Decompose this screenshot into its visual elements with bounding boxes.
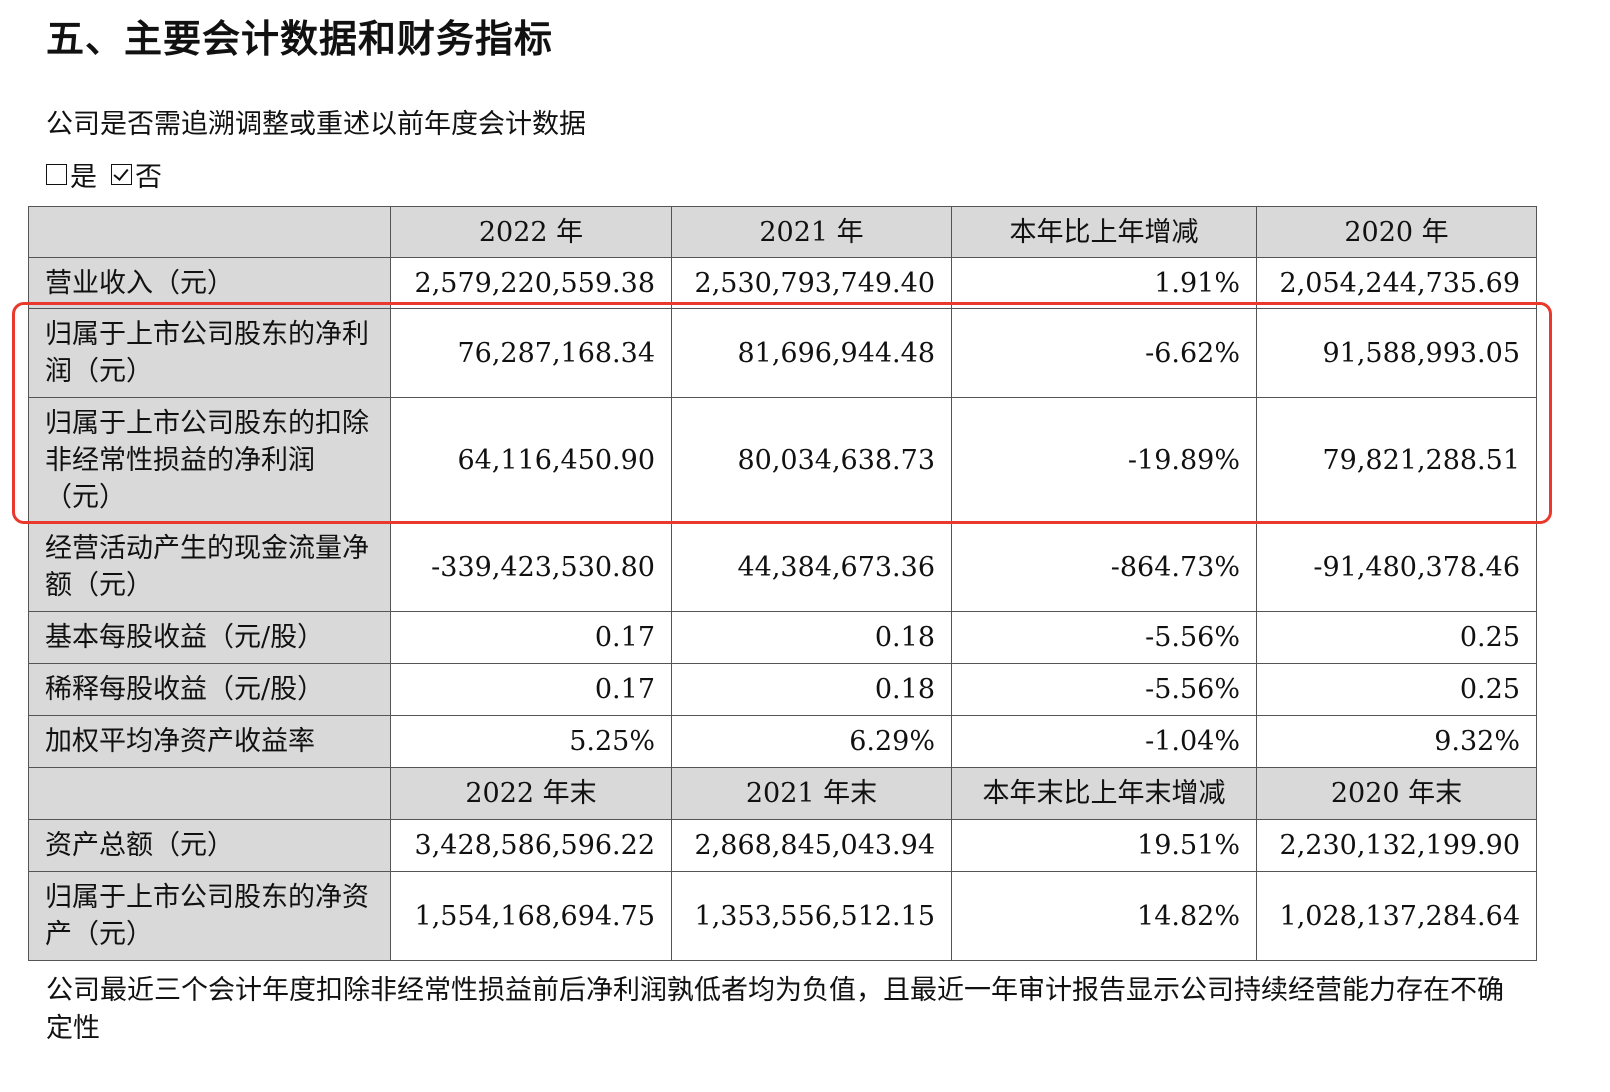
value-cell: 79,821,288.51 [1256, 397, 1537, 523]
value-cell: -5.56% [951, 611, 1257, 664]
value-cell: 76,287,168.34 [390, 308, 672, 398]
row-label: 经营活动产生的现金流量净额（元） [28, 522, 391, 612]
value-cell: -864.73% [951, 522, 1257, 612]
value-cell: 1.91% [951, 257, 1257, 309]
value-cell: -339,423,530.80 [390, 522, 672, 612]
value-cell: 5.25% [390, 715, 672, 768]
footnote: 公司最近三个会计年度扣除非经常性损益前后净利润孰低者均为负值，且最近一年审计报告… [46, 975, 1504, 1044]
value-cell: -19.89% [951, 397, 1257, 523]
value-cell: 19.51% [951, 819, 1257, 872]
value-cell: 0.18 [671, 663, 952, 716]
header-cell: 2020 年 [1256, 206, 1537, 258]
value-cell: 91,588,993.05 [1256, 308, 1537, 398]
value-cell: 1,554,168,694.75 [390, 871, 672, 961]
value-cell: 64,116,450.90 [390, 397, 672, 523]
table-row: 归属于上市公司股东的净利润（元） 76,287,168.34 81,696,94… [28, 308, 1537, 398]
value-cell: 2,579,220,559.38 [390, 257, 672, 309]
header-cell: 2021 年 [671, 206, 952, 258]
option-yes[interactable]: 是 [46, 155, 97, 194]
value-cell: -6.62% [951, 308, 1257, 398]
table-row: 归属于上市公司股东的扣除非经常性损益的净利润（元） 64,116,450.90 … [28, 397, 1537, 523]
row-label: 资产总额（元） [28, 819, 391, 872]
option-no[interactable]: 否 [111, 155, 162, 194]
row-label: 加权平均净资产收益率 [28, 715, 391, 768]
row-label: 稀释每股收益（元/股） [28, 663, 391, 716]
table-row: 资产总额（元） 3,428,586,596.22 2,868,845,043.9… [28, 819, 1537, 872]
value-cell: 0.17 [390, 663, 672, 716]
table-row: 营业收入（元） 2,579,220,559.38 2,530,793,749.4… [28, 257, 1537, 309]
header-cell [28, 206, 391, 258]
row-label: 归属于上市公司股东的净利润（元） [28, 308, 391, 398]
option-yes-label: 是 [70, 162, 97, 193]
header-cell: 本年比上年增减 [951, 206, 1257, 258]
value-cell: 1,353,556,512.15 [671, 871, 952, 961]
header-cell: 2022 年 [390, 206, 672, 258]
table-row: 经营活动产生的现金流量净额（元） -339,423,530.80 44,384,… [28, 522, 1537, 612]
value-cell: 9.32% [1256, 715, 1537, 768]
header-cell: 2022 年末 [390, 767, 672, 820]
value-cell: 2,530,793,749.40 [671, 257, 952, 309]
value-cell: -91,480,378.46 [1256, 522, 1537, 612]
row-label: 归属于上市公司股东的净资产（元） [28, 871, 391, 961]
financial-data-table: 2022 年 2021 年 本年比上年增减 2020 年 营业收入（元） 2,5… [28, 206, 1537, 961]
restatement-question: 公司是否需追溯调整或重述以前年度会计数据 [46, 109, 586, 140]
value-cell: 1,028,137,284.64 [1256, 871, 1537, 961]
row-label: 归属于上市公司股东的扣除非经常性损益的净利润（元） [28, 397, 391, 523]
value-cell: 0.18 [671, 611, 952, 664]
checkbox-checked-icon[interactable] [111, 164, 132, 185]
value-cell: -5.56% [951, 663, 1257, 716]
table-row: 归属于上市公司股东的净资产（元） 1,554,168,694.75 1,353,… [28, 871, 1537, 961]
value-cell: 0.25 [1256, 663, 1537, 716]
value-cell: 14.82% [951, 871, 1257, 961]
option-no-label: 否 [135, 162, 162, 193]
table-header-row: 2022 年末 2021 年末 本年末比上年末增减 2020 年末 [28, 767, 1537, 820]
checkbox-unchecked-icon[interactable] [46, 164, 67, 185]
header-cell: 2020 年末 [1256, 767, 1537, 820]
value-cell: 3,428,586,596.22 [390, 819, 672, 872]
header-cell [28, 767, 391, 820]
table-header-row: 2022 年 2021 年 本年比上年增减 2020 年 [28, 206, 1537, 258]
header-cell: 本年末比上年末增减 [951, 767, 1257, 820]
value-cell: 2,868,845,043.94 [671, 819, 952, 872]
value-cell: 44,384,673.36 [671, 522, 952, 612]
value-cell: 2,230,132,199.90 [1256, 819, 1537, 872]
value-cell: -1.04% [951, 715, 1257, 768]
table-row: 稀释每股收益（元/股） 0.17 0.18 -5.56% 0.25 [28, 663, 1537, 716]
header-cell: 2021 年末 [671, 767, 952, 820]
section-title: 五、主要会计数据和财务指标 [46, 17, 554, 61]
value-cell: 2,054,244,735.69 [1256, 257, 1537, 309]
value-cell: 80,034,638.73 [671, 397, 952, 523]
restatement-answer: 是 否 [46, 155, 176, 194]
table-row: 加权平均净资产收益率 5.25% 6.29% -1.04% 9.32% [28, 715, 1537, 768]
row-label: 基本每股收益（元/股） [28, 611, 391, 664]
row-label: 营业收入（元） [28, 257, 391, 309]
value-cell: 0.17 [390, 611, 672, 664]
value-cell: 81,696,944.48 [671, 308, 952, 398]
value-cell: 6.29% [671, 715, 952, 768]
value-cell: 0.25 [1256, 611, 1537, 664]
table-row: 基本每股收益（元/股） 0.17 0.18 -5.56% 0.25 [28, 611, 1537, 664]
